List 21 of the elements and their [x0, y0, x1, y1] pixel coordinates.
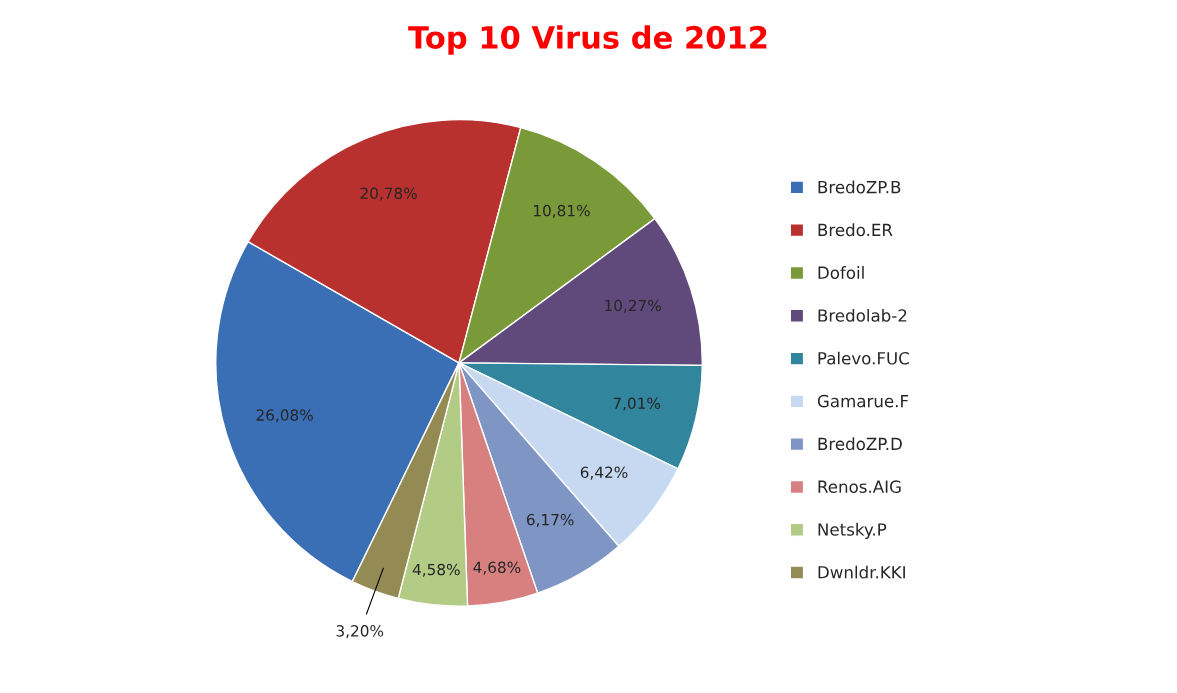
chart-title: Top 10 Virus de 2012: [408, 25, 767, 55]
legend-label: Palevo.FUC: [818, 351, 909, 365]
legend-label: Netsky.P: [818, 522, 887, 539]
data-label: 7,01%: [613, 397, 661, 411]
data-label: 3,20%: [336, 625, 384, 639]
legend-label: Dwnldr.KKI: [818, 565, 905, 579]
legend-label: Dofoil: [818, 266, 864, 279]
data-label: 10,27%: [605, 299, 661, 313]
legend-label: Bredo.ER: [818, 223, 893, 237]
data-label: 20,78%: [360, 187, 417, 201]
data-label: 26,08%: [256, 409, 313, 423]
data-label: 6,17%: [526, 513, 574, 527]
data-label: 6,42%: [580, 466, 628, 480]
legend-label: Renos.AIG: [818, 480, 901, 493]
data-label: 4,58%: [412, 563, 460, 577]
data-label: 10,81%: [534, 204, 590, 218]
legend-label: Gamarue.F: [817, 394, 909, 408]
data-label: 4,68%: [473, 561, 521, 575]
legend-label: Bredolab-2: [818, 308, 907, 322]
legend-label: BredoZP.D: [818, 437, 902, 451]
legend-label: BredoZP.B: [818, 180, 901, 194]
